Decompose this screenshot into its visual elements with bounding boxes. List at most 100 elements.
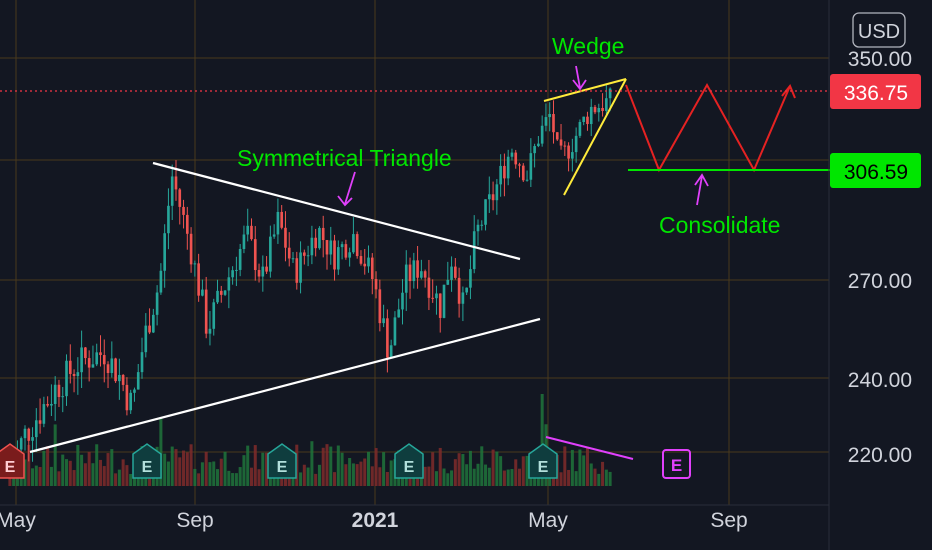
- volume-bar: [582, 455, 586, 486]
- volume-bar: [302, 464, 306, 486]
- consolidate-price-label: 306.59: [844, 161, 908, 184]
- triangle-lower-trendline[interactable]: [29, 317, 541, 454]
- candle-body: [118, 374, 121, 382]
- volume-bar: [76, 444, 80, 486]
- candle-body: [420, 271, 423, 278]
- x-tick-may-2020: May: [0, 509, 36, 532]
- candle-body: [102, 355, 106, 365]
- volume-bar: [521, 456, 525, 486]
- volume-bar: [80, 454, 84, 486]
- candle-body: [57, 384, 61, 398]
- volume-bar: [31, 468, 35, 486]
- currency-button[interactable]: [852, 12, 906, 48]
- volume-bar: [370, 466, 374, 486]
- candle-body: [110, 358, 114, 373]
- candle-body: [314, 237, 317, 249]
- candle-body: [61, 396, 65, 398]
- volume-bar: [65, 459, 69, 486]
- candle-body: [431, 297, 435, 299]
- volume-bar: [57, 471, 61, 486]
- volume-bar: [506, 469, 510, 486]
- volume-bar: [593, 468, 597, 486]
- volume-bar: [27, 444, 31, 486]
- earnings-marker-label: E: [404, 459, 415, 476]
- volume-bar: [487, 467, 491, 486]
- volume-bar: [106, 453, 110, 486]
- volume-bar: [382, 452, 386, 486]
- earnings-marker-2: E: [267, 443, 297, 479]
- candle-body: [321, 227, 325, 241]
- volume-bar: [363, 458, 367, 486]
- candle-body: [412, 260, 416, 282]
- volume-bar: [431, 452, 435, 486]
- candle-body: [284, 227, 287, 248]
- candle-body: [144, 325, 148, 353]
- volume-bar: [499, 456, 503, 486]
- volume-bar: [178, 457, 182, 486]
- volume-bar: [461, 454, 465, 486]
- candle-body: [261, 266, 265, 277]
- candle-body: [46, 404, 49, 406]
- earnings-marker-future: E: [662, 449, 691, 479]
- volume-divergence-line[interactable]: [545, 436, 634, 460]
- volume-bar: [197, 473, 201, 486]
- candle-body: [401, 292, 404, 310]
- candle-body: [133, 389, 136, 393]
- wedge-upper-line[interactable]: [543, 78, 627, 102]
- candle-body: [23, 428, 27, 439]
- y-tick-240: 240.00: [848, 369, 912, 392]
- triangle-upper-trendline[interactable]: [152, 161, 521, 261]
- candle-body: [552, 114, 555, 133]
- volume-bar: [563, 446, 567, 486]
- earnings-marker-0: E: [0, 443, 25, 479]
- candle-body: [476, 224, 480, 232]
- annotation-arrows: [337, 65, 709, 207]
- candle-body: [148, 325, 151, 333]
- projected-path[interactable]: [625, 82, 791, 173]
- volume-bar: [95, 444, 99, 486]
- candle-body: [499, 165, 502, 185]
- volume-bar: [83, 463, 87, 486]
- candle-body: [454, 266, 457, 278]
- volume-bar: [163, 453, 167, 486]
- candle-body: [167, 205, 170, 234]
- candle-body: [506, 156, 510, 179]
- volume-bar: [114, 473, 118, 486]
- volume-bar: [219, 458, 223, 486]
- volume-bar: [34, 465, 38, 486]
- candle-body: [525, 179, 529, 181]
- volume-bar: [295, 444, 299, 486]
- candle-body: [537, 143, 540, 147]
- currency-label: USD: [858, 21, 900, 43]
- candle-body: [555, 132, 559, 140]
- price-scale: USD 350.00 270.00 240.00 220.00 336.75 3…: [828, 0, 921, 550]
- volume-bar: [249, 467, 253, 486]
- candle-body: [397, 309, 401, 318]
- consolidate-arrow: [694, 173, 709, 206]
- volume-bar: [200, 462, 204, 486]
- earnings-marker-1: E: [132, 443, 162, 479]
- candle-body: [159, 270, 163, 293]
- candle-body: [593, 106, 597, 113]
- triangle-arrow: [337, 171, 356, 207]
- candle-body: [333, 240, 336, 270]
- candle-body: [201, 289, 204, 296]
- candle-body: [571, 152, 574, 159]
- candle-body: [204, 289, 208, 334]
- y-tick-350: 350.00: [848, 48, 912, 71]
- candle-body: [325, 240, 329, 255]
- earnings-marker-label: E: [671, 456, 682, 475]
- candle-body: [355, 234, 359, 257]
- candle-body: [185, 214, 189, 234]
- candle-body: [189, 233, 193, 265]
- volume-bar: [314, 473, 318, 486]
- candle-body: [329, 240, 333, 255]
- wedge-lower-line[interactable]: [563, 78, 627, 196]
- candle-body: [427, 277, 431, 298]
- candle-body: [408, 264, 412, 282]
- candle-body: [106, 364, 110, 373]
- candle-body: [529, 153, 533, 180]
